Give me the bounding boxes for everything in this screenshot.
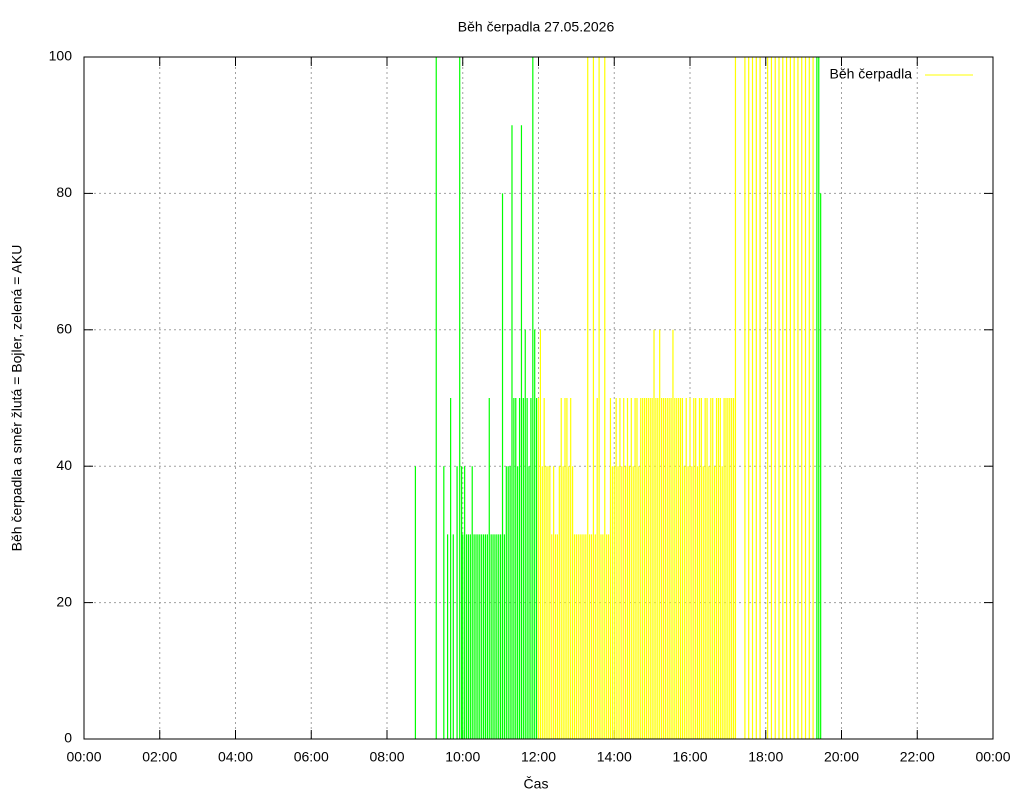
y-tick-label: 20 [56,593,72,609]
x-tick-label: 00:00 [975,749,1010,765]
x-tick-label: 00:00 [66,749,101,765]
x-tick-label: 06:00 [294,749,329,765]
x-tick-label: 14:00 [597,749,632,765]
y-tick-label: 100 [49,48,73,64]
x-tick-label: 10:00 [445,749,480,765]
x-tick-label: 22:00 [900,749,935,765]
x-tick-label: 16:00 [672,749,707,765]
y-tick-label: 80 [56,184,72,200]
chart-title: Běh čerpadla 27.05.2026 [458,19,615,35]
x-tick-label: 18:00 [748,749,783,765]
x-tick-label: 02:00 [142,749,177,765]
plot-border [83,56,994,740]
x-tick-label: 12:00 [521,749,556,765]
legend-label: Běh čerpadla [829,66,912,82]
x-axis-label: Čas [524,776,549,792]
x-tick-label: 20:00 [824,749,859,765]
y-tick-label: 0 [64,730,72,746]
x-tick-label: 04:00 [218,749,253,765]
y-tick-label: 40 [56,457,72,473]
y-tick-label: 60 [56,321,72,337]
x-tick-label: 08:00 [369,749,404,765]
y-axis-label: Běh čerpadla a směr žlutá = Bojler, zele… [9,245,25,552]
